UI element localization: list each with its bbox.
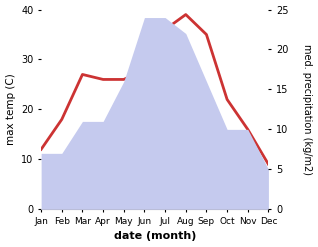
X-axis label: date (month): date (month)	[114, 231, 196, 242]
Y-axis label: max temp (C): max temp (C)	[5, 74, 16, 145]
Y-axis label: med. precipitation (kg/m2): med. precipitation (kg/m2)	[302, 44, 313, 175]
